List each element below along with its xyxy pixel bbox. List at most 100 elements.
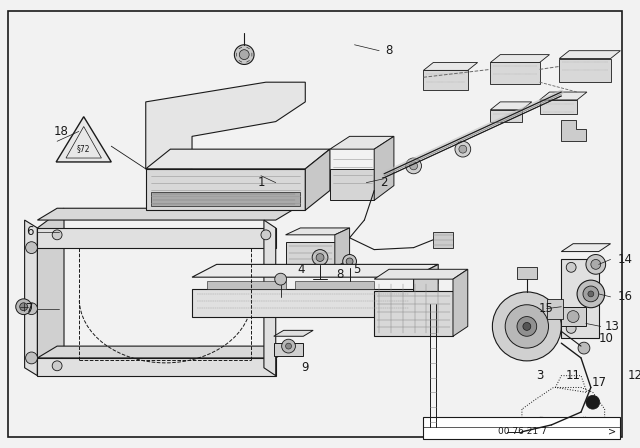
Polygon shape bbox=[330, 169, 374, 200]
Polygon shape bbox=[335, 228, 349, 267]
Text: 8: 8 bbox=[385, 44, 393, 57]
Circle shape bbox=[583, 286, 599, 302]
Polygon shape bbox=[561, 244, 611, 252]
Circle shape bbox=[588, 291, 594, 297]
Polygon shape bbox=[490, 63, 540, 84]
Circle shape bbox=[566, 323, 576, 333]
Polygon shape bbox=[559, 51, 620, 59]
Polygon shape bbox=[56, 116, 111, 162]
Polygon shape bbox=[192, 289, 413, 317]
Circle shape bbox=[591, 259, 601, 269]
Polygon shape bbox=[305, 149, 330, 210]
Polygon shape bbox=[559, 59, 611, 82]
Circle shape bbox=[534, 417, 550, 433]
Circle shape bbox=[342, 254, 356, 268]
Circle shape bbox=[459, 145, 467, 153]
Text: 16: 16 bbox=[618, 290, 633, 303]
Circle shape bbox=[261, 230, 271, 240]
Circle shape bbox=[346, 258, 353, 265]
Polygon shape bbox=[453, 269, 468, 336]
Text: 8: 8 bbox=[336, 268, 344, 281]
Text: 12: 12 bbox=[628, 369, 640, 382]
Polygon shape bbox=[490, 110, 522, 121]
Circle shape bbox=[282, 339, 296, 353]
Circle shape bbox=[523, 323, 531, 330]
Circle shape bbox=[497, 427, 507, 437]
Circle shape bbox=[20, 303, 28, 310]
Circle shape bbox=[52, 361, 62, 371]
Bar bbox=[296, 281, 374, 289]
Polygon shape bbox=[540, 92, 587, 100]
Circle shape bbox=[26, 352, 37, 364]
Polygon shape bbox=[285, 228, 349, 235]
Polygon shape bbox=[37, 346, 296, 358]
Polygon shape bbox=[561, 259, 599, 338]
Text: 14: 14 bbox=[618, 253, 633, 266]
Text: 3: 3 bbox=[536, 369, 543, 382]
Polygon shape bbox=[490, 55, 550, 63]
Bar bbox=[150, 193, 300, 206]
Polygon shape bbox=[374, 269, 468, 279]
Polygon shape bbox=[424, 63, 477, 70]
Polygon shape bbox=[374, 291, 453, 336]
Circle shape bbox=[26, 242, 37, 254]
Circle shape bbox=[492, 292, 561, 361]
Circle shape bbox=[234, 45, 254, 65]
Text: 2: 2 bbox=[380, 176, 388, 189]
Text: 4: 4 bbox=[298, 263, 305, 276]
Polygon shape bbox=[37, 208, 296, 220]
Polygon shape bbox=[274, 330, 313, 336]
Text: 13: 13 bbox=[605, 320, 620, 333]
Text: 6: 6 bbox=[26, 225, 33, 238]
Polygon shape bbox=[37, 228, 276, 248]
Circle shape bbox=[455, 141, 470, 157]
Polygon shape bbox=[374, 136, 394, 200]
Circle shape bbox=[578, 342, 590, 354]
Circle shape bbox=[239, 50, 249, 60]
Polygon shape bbox=[146, 149, 330, 169]
Circle shape bbox=[26, 303, 37, 314]
Circle shape bbox=[275, 273, 287, 285]
Circle shape bbox=[567, 310, 579, 323]
Polygon shape bbox=[146, 82, 305, 169]
Polygon shape bbox=[540, 100, 577, 114]
Polygon shape bbox=[274, 343, 303, 356]
Text: 11: 11 bbox=[566, 369, 580, 382]
Bar bbox=[517, 267, 537, 279]
Bar bbox=[207, 281, 285, 289]
Polygon shape bbox=[424, 70, 468, 90]
Polygon shape bbox=[285, 242, 335, 267]
Text: 7: 7 bbox=[26, 302, 33, 315]
Polygon shape bbox=[561, 120, 586, 141]
Circle shape bbox=[517, 317, 537, 336]
Polygon shape bbox=[433, 232, 453, 248]
Polygon shape bbox=[24, 220, 37, 376]
Circle shape bbox=[16, 299, 31, 314]
Polygon shape bbox=[330, 136, 394, 149]
Circle shape bbox=[312, 250, 328, 265]
Circle shape bbox=[586, 254, 605, 274]
Circle shape bbox=[566, 263, 576, 272]
Polygon shape bbox=[413, 264, 438, 317]
Circle shape bbox=[52, 230, 62, 240]
Polygon shape bbox=[37, 208, 64, 376]
Text: >: > bbox=[609, 427, 616, 437]
Text: 17: 17 bbox=[591, 376, 606, 389]
Circle shape bbox=[577, 417, 593, 433]
Circle shape bbox=[586, 395, 600, 409]
Polygon shape bbox=[490, 102, 532, 110]
Circle shape bbox=[577, 280, 605, 308]
Text: 18: 18 bbox=[54, 125, 68, 138]
Text: 1: 1 bbox=[257, 176, 265, 189]
Polygon shape bbox=[547, 299, 563, 319]
Text: 10: 10 bbox=[598, 332, 613, 345]
Text: 5: 5 bbox=[353, 263, 360, 276]
Text: §72: §72 bbox=[77, 144, 90, 153]
Polygon shape bbox=[264, 220, 276, 376]
Circle shape bbox=[406, 158, 422, 174]
Circle shape bbox=[285, 343, 291, 349]
Polygon shape bbox=[561, 307, 586, 327]
Circle shape bbox=[410, 162, 417, 170]
Polygon shape bbox=[146, 169, 305, 210]
Polygon shape bbox=[192, 264, 438, 277]
